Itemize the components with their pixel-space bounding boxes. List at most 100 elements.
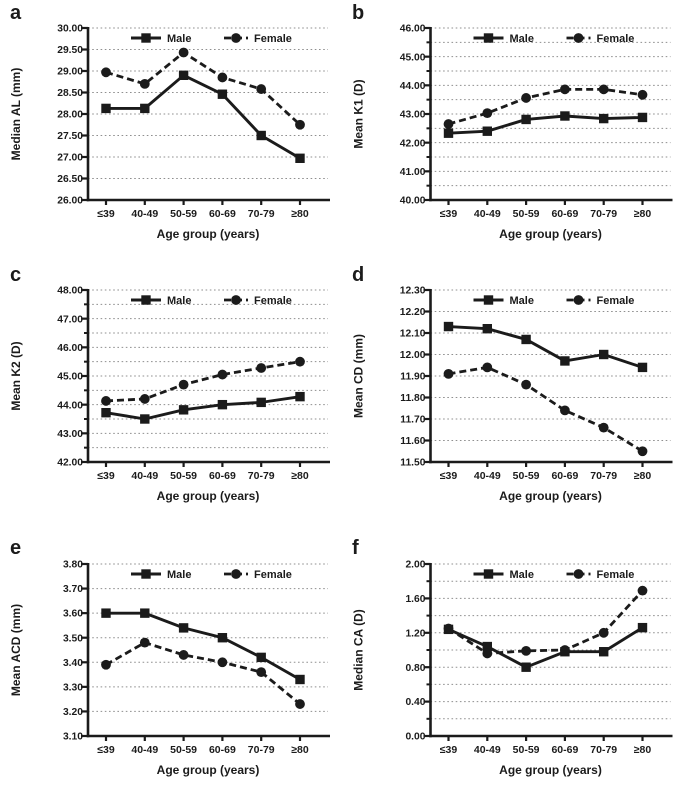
svg-text:0.80: 0.80 [405,663,425,674]
x-axis-ticks: ≤39 40-49 50-59 60-69 70-79 ≥80 [97,462,309,482]
chart-mean-cd: 12.30 12.20 12.10 12.00 11.90 11.80 11.70 11.60… [352,286,673,503]
svg-text:≤39: ≤39 [440,208,458,220]
legend-label-male: Male [167,569,191,581]
y-axis-title: Mean ACD (mm) [9,604,23,696]
svg-text:44.00: 44.00 [57,400,83,411]
svg-text:60-69: 60-69 [551,744,578,756]
svg-text:40-49: 40-49 [474,744,501,756]
legend-label-female: Female [597,33,635,45]
svg-text:12.30: 12.30 [400,286,426,297]
svg-text:11.50: 11.50 [400,458,425,469]
legend: Male Female [131,569,292,581]
panel-letter-f: f [352,537,359,559]
y-axis-ticks: 48.00 47.00 46.00 45.00 44.00 43.00 42.00 [57,286,88,469]
y-axis-title: Median AL (mm) [9,68,23,161]
legend-label-male: Male [510,569,534,581]
x-axis-title: Age group (years) [499,489,602,503]
svg-text:40-49: 40-49 [474,470,501,482]
svg-text:50-59: 50-59 [513,744,540,756]
svg-text:40-49: 40-49 [474,208,501,220]
svg-text:40-49: 40-49 [131,470,158,482]
chart-median-al: 30.00 29.50 29.00 28.50 28.00 27.50 27.00 26.50… [9,24,330,241]
panel-c: c 48.00 47.00 46.00 45.00 44.00 43.00 42.00 ≤39… [0,262,342,524]
legend-label-male: Male [510,295,534,307]
panel-f: f 2.00 1.60 1.20 0.80 0.40 0.00 ≤39 40-49 50-59 6… [342,524,685,787]
series-female [443,362,648,457]
svg-text:40.00: 40.00 [400,196,426,207]
panel-letter-e: e [10,537,22,559]
svg-text:≤39: ≤39 [440,470,458,482]
legend-label-female: Female [597,295,635,307]
chart-median-ca: 2.00 1.60 1.20 0.80 0.40 0.00 ≤39 40-49 50-59 60-… [352,560,673,777]
panel-letter-d: d [352,264,365,286]
gridlines [88,563,328,712]
y-axis-title: Mean K2 (D) [9,341,23,410]
x-axis-title: Age group (years) [157,763,260,777]
svg-text:70-79: 70-79 [248,744,275,756]
svg-text:44.00: 44.00 [400,81,426,92]
legend: Male Female [473,295,635,307]
svg-text:3.70: 3.70 [63,584,83,595]
y-axis-ticks: 46.00 45.00 44.00 43.00 42.00 41.00 40.00 [400,24,431,207]
svg-text:11.70: 11.70 [400,415,425,426]
panel-e: e 3.80 3.70 3.60 3.50 3.40 3.30 3.20 3.10 ≤39 40-… [0,524,342,787]
svg-text:50-59: 50-59 [170,744,197,756]
x-axis-title: Age group (years) [499,763,602,777]
gridlines [88,27,328,179]
svg-text:11.80: 11.80 [400,393,425,404]
series-female [101,47,305,130]
svg-text:43.00: 43.00 [57,429,83,440]
svg-text:≥80: ≥80 [634,744,652,756]
gridlines [430,27,671,187]
x-axis-title: Age group (years) [499,227,602,241]
svg-text:60-69: 60-69 [551,470,578,482]
gridlines [88,289,328,449]
svg-text:50-59: 50-59 [170,470,197,482]
svg-text:≥80: ≥80 [634,470,652,482]
svg-text:≤39: ≤39 [97,470,115,482]
x-axis-title: Age group (years) [157,227,260,241]
series-female [443,585,648,659]
svg-text:29.00: 29.00 [57,67,83,78]
svg-text:27.50: 27.50 [57,131,83,142]
svg-text:≤39: ≤39 [97,208,115,220]
x-axis-ticks: ≤39 40-49 50-59 60-69 70-79 ≥80 [97,736,309,756]
series-male [101,70,305,163]
y-axis-ticks: 12.30 12.20 12.10 12.00 11.90 11.80 11.70 11.60… [400,286,431,469]
x-axis-ticks: ≤39 40-49 50-59 60-69 70-79 ≥80 [440,736,652,756]
svg-text:40-49: 40-49 [131,744,158,756]
svg-text:≤39: ≤39 [440,744,458,756]
series-female [443,84,648,129]
svg-text:3.30: 3.30 [63,682,83,693]
svg-text:3.60: 3.60 [63,609,83,620]
series-male [101,608,305,685]
legend: Male Female [131,33,292,45]
svg-text:1.60: 1.60 [405,594,425,605]
y-axis-title: Mean CD (mm) [352,334,366,418]
x-axis-ticks: ≤39 40-49 50-59 60-69 70-79 ≥80 [440,462,652,482]
svg-text:28.50: 28.50 [57,88,83,99]
svg-text:26.00: 26.00 [57,196,83,207]
svg-text:29.50: 29.50 [57,45,83,56]
legend-label-female: Female [254,569,292,581]
svg-text:12.10: 12.10 [400,329,426,340]
svg-text:48.00: 48.00 [57,286,83,297]
svg-text:1.20: 1.20 [405,628,425,639]
y-axis-title: Mean K1 (D) [352,79,366,148]
svg-text:60-69: 60-69 [551,208,578,220]
svg-text:2.00: 2.00 [405,560,425,571]
svg-text:11.90: 11.90 [400,372,425,383]
svg-text:26.50: 26.50 [57,174,83,185]
legend-label-male: Male [167,33,191,45]
series-female [101,637,305,709]
svg-text:60-69: 60-69 [209,208,236,220]
y-axis-title: Median CA (D) [352,609,366,691]
svg-text:70-79: 70-79 [590,208,617,220]
svg-text:≥80: ≥80 [291,470,309,482]
svg-text:42.00: 42.00 [400,138,426,149]
x-axis-ticks: ≤39 40-49 50-59 60-69 70-79 ≥80 [440,200,651,220]
svg-text:3.10: 3.10 [63,732,83,743]
svg-text:42.00: 42.00 [57,458,83,469]
svg-text:11.60: 11.60 [400,436,425,447]
svg-text:30.00: 30.00 [57,24,83,35]
